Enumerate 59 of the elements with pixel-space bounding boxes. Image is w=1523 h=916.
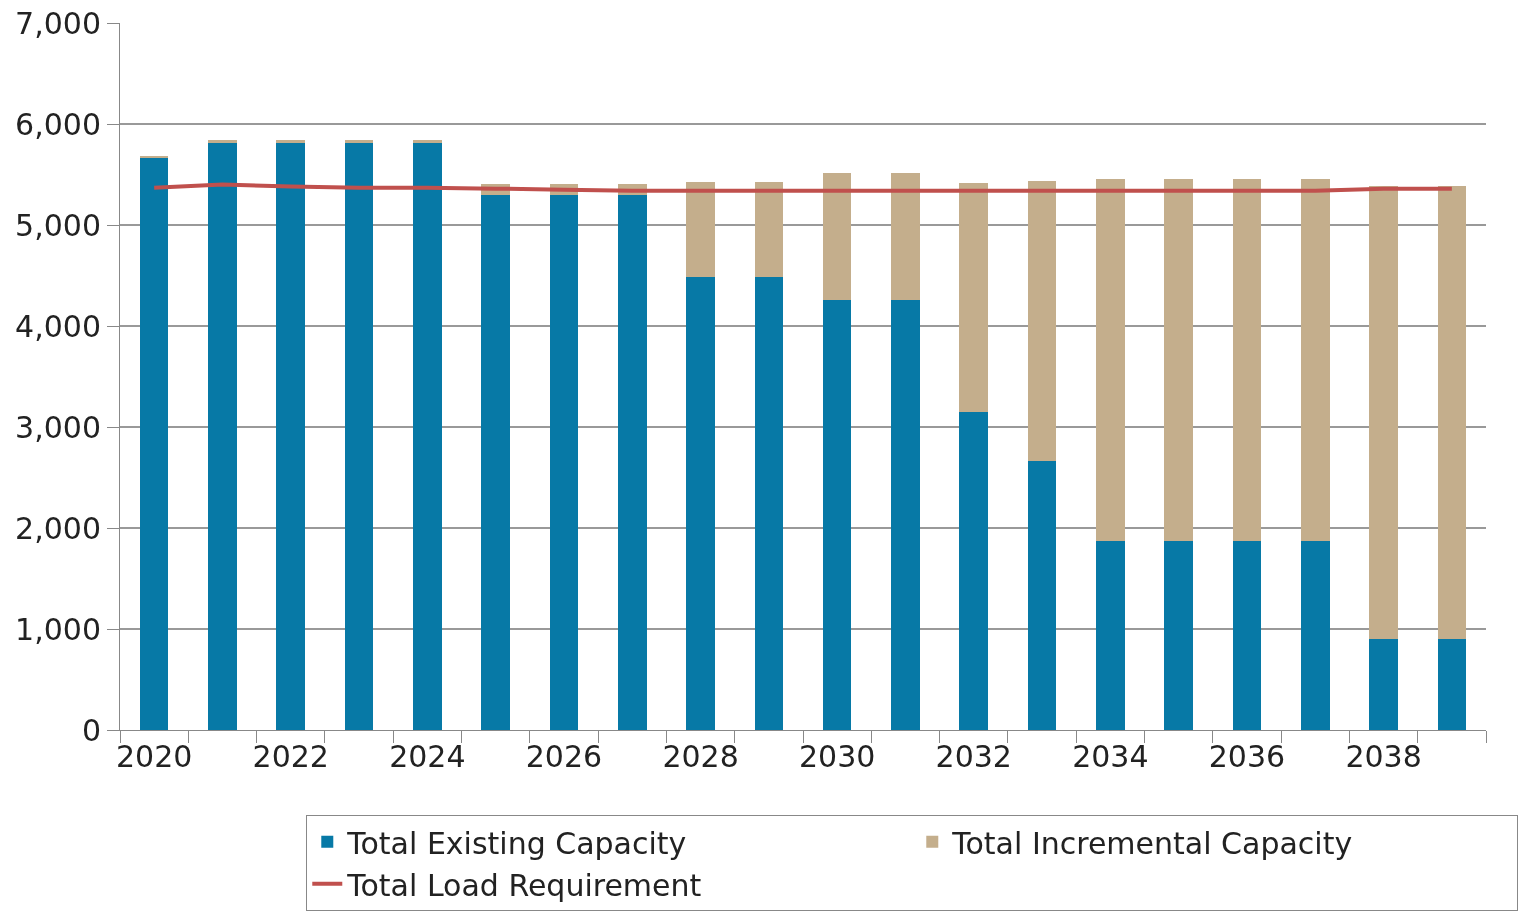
bar xyxy=(1300,178,1330,542)
line-series xyxy=(152,182,1454,193)
x-tick-label: 2030 xyxy=(798,739,876,774)
x-tick-label: 2036 xyxy=(1208,739,1286,774)
y-tick-label: 0 xyxy=(81,712,101,748)
bar xyxy=(344,140,374,144)
bar xyxy=(208,140,237,144)
y-tick-label: 1,000 xyxy=(15,611,101,647)
bar xyxy=(959,182,989,412)
bar xyxy=(617,194,647,730)
bar xyxy=(1232,541,1262,730)
bar xyxy=(276,140,306,144)
bar xyxy=(1164,178,1193,542)
bar xyxy=(276,143,306,730)
bar xyxy=(1369,185,1398,640)
bar xyxy=(481,194,510,730)
x-tick-label: 2038 xyxy=(1345,739,1422,774)
bar xyxy=(413,143,442,730)
x-tick-label: 2032 xyxy=(935,739,1012,774)
bar xyxy=(413,140,442,144)
y-tick-label: 7,000 xyxy=(15,5,101,41)
bar xyxy=(1437,639,1467,730)
bar xyxy=(1300,541,1330,730)
y-tick-label: 4,000 xyxy=(15,308,101,344)
bar xyxy=(959,411,989,730)
legend-label: Total Load Requirement xyxy=(346,867,702,903)
bar xyxy=(686,276,715,730)
bar xyxy=(1096,541,1125,730)
bar xyxy=(549,194,579,730)
y-tick-label: 6,000 xyxy=(15,106,101,142)
x-tick-label: 2024 xyxy=(389,739,466,774)
bar xyxy=(1096,178,1125,542)
bar xyxy=(1232,178,1262,542)
y-tick-label: 5,000 xyxy=(15,207,101,243)
bar xyxy=(1164,541,1193,730)
y-tick-label: 2,000 xyxy=(15,510,101,546)
legend-label: Total Existing Capacity xyxy=(346,825,687,861)
x-tick-label: 2022 xyxy=(252,739,329,774)
bar xyxy=(822,299,852,730)
bar xyxy=(891,173,920,300)
bar xyxy=(208,143,237,730)
bar xyxy=(686,181,715,277)
bar xyxy=(754,276,784,730)
bar xyxy=(1027,180,1057,462)
bar xyxy=(139,156,169,159)
x-tick-label: 2026 xyxy=(525,739,603,774)
y-tick-label: 3,000 xyxy=(15,409,101,445)
legend-label: Total Incremental Capacity xyxy=(951,825,1353,861)
x-tick-label: 2020 xyxy=(115,739,193,774)
bar xyxy=(1027,461,1057,730)
bar xyxy=(344,143,374,730)
x-tick-label: 2034 xyxy=(1072,739,1149,774)
bar xyxy=(822,173,852,300)
bar xyxy=(891,299,920,730)
bar xyxy=(1369,639,1398,730)
bar xyxy=(754,181,784,277)
bar xyxy=(139,158,169,730)
x-tick-label: 2028 xyxy=(662,739,739,774)
bar xyxy=(1437,185,1467,640)
